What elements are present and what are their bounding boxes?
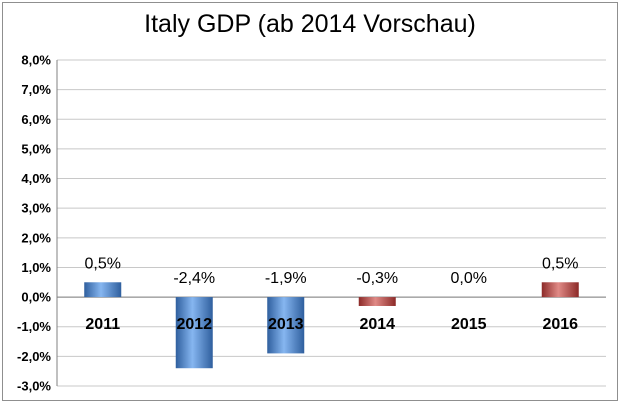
x-tick-label-2015: 2015 <box>451 316 487 333</box>
y-tick-label: -1,0% <box>17 319 51 334</box>
data-label-2014: -0,3% <box>356 270 398 287</box>
y-tick-label: -2,0% <box>17 349 51 364</box>
x-tick-label-2012: 2012 <box>176 316 212 333</box>
data-label-2016: 0,5% <box>542 255 578 272</box>
y-tick-label: 0,0% <box>21 290 51 305</box>
data-label-2011: 0,5% <box>85 255 121 272</box>
x-tick-label-2011: 2011 <box>85 316 120 333</box>
y-tick-label: -3,0% <box>17 379 51 394</box>
y-tick-label: 4,0% <box>21 171 51 186</box>
bar-2012 <box>175 297 213 369</box>
y-tick-label: 3,0% <box>21 201 51 216</box>
bar-2016 <box>541 282 579 298</box>
data-label-2012: -2,4% <box>173 270 215 287</box>
y-tick-label: 6,0% <box>21 112 51 127</box>
data-label-2015: 0,0% <box>451 270 487 287</box>
bar-2014 <box>358 297 396 306</box>
y-tick-label: 8,0% <box>21 53 51 68</box>
y-tick-label: 7,0% <box>21 82 51 97</box>
x-tick-label-2014: 2014 <box>359 316 395 333</box>
y-tick-label: 1,0% <box>21 260 51 275</box>
chart-title: Italy GDP (ab 2014 Vorschau) <box>144 10 476 38</box>
bar-2013 <box>267 297 305 354</box>
bar-2011 <box>84 282 122 298</box>
y-tick-label: 2,0% <box>21 230 51 245</box>
data-label-2013: -1,9% <box>265 270 307 287</box>
x-tick-label-2016: 2016 <box>542 316 578 333</box>
x-tick-label-2013: 2013 <box>268 316 304 333</box>
y-tick-label: 5,0% <box>21 141 51 156</box>
